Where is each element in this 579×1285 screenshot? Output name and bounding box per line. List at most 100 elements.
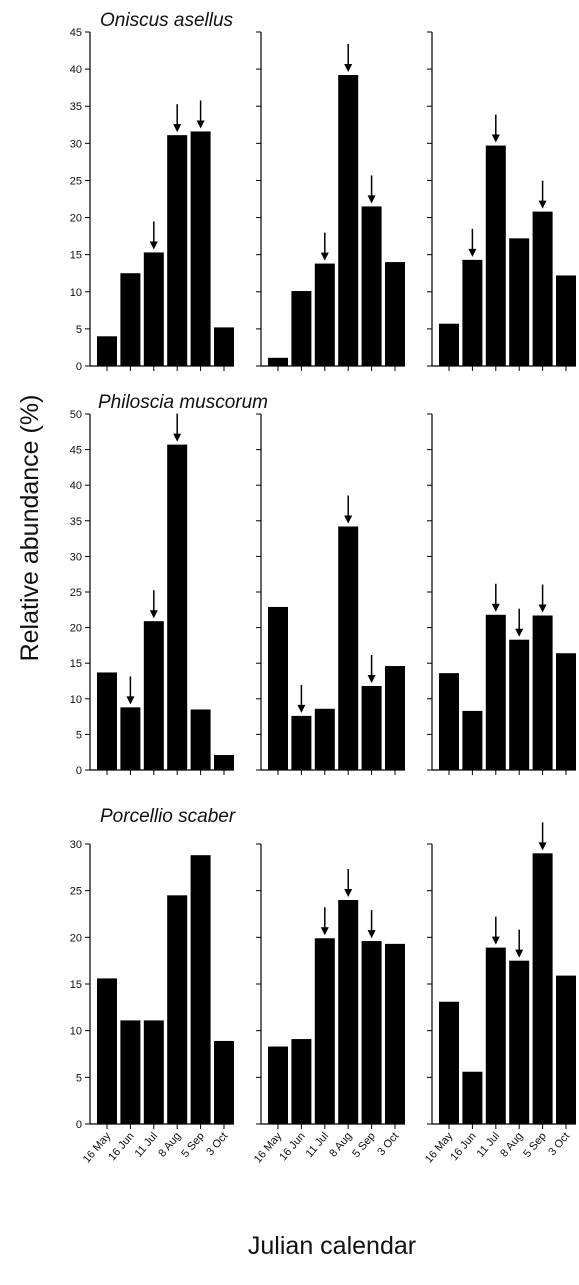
bar	[314, 938, 335, 1124]
panel-r1-c0: 0 5 10 15 20 25 30 35 40 45 50	[70, 409, 234, 777]
arrow-head	[367, 674, 376, 683]
bar	[439, 673, 459, 770]
y-tick-label: 35	[70, 516, 82, 528]
y-tick-label: 40	[70, 480, 82, 492]
panel-r1-c2	[427, 413, 576, 775]
bar	[532, 211, 553, 366]
bar	[314, 708, 335, 770]
y-tick-label: 35	[70, 101, 82, 113]
arrow-head	[344, 515, 353, 524]
x-tick-label: 8 Aug	[498, 1130, 525, 1159]
bar	[97, 336, 117, 366]
bar	[291, 291, 312, 366]
bar	[338, 526, 359, 770]
bar	[214, 755, 234, 770]
bar	[214, 1040, 234, 1124]
bar	[556, 653, 576, 770]
bar	[97, 978, 117, 1124]
y-tick-label: 5	[76, 1072, 82, 1084]
bar	[167, 895, 188, 1124]
panel-r0-c2	[427, 31, 576, 371]
bar	[314, 263, 335, 366]
y-tick-label: 0	[76, 361, 82, 373]
x-tick-label: 11 Jul	[304, 1130, 332, 1160]
x-axis-title: Julian calendar	[248, 1232, 416, 1260]
bar	[509, 960, 530, 1124]
bar	[361, 206, 382, 366]
y-tick-label: 0	[76, 765, 82, 777]
species-label-porcellio: Porcellio scaber	[100, 806, 236, 827]
y-tick-label: 5	[76, 729, 82, 741]
arrow-head	[538, 842, 547, 851]
bar	[143, 252, 164, 366]
x-tick-label: 3 Oct	[204, 1130, 230, 1158]
arrow-head	[515, 949, 524, 958]
y-tick-label: 10	[70, 1026, 82, 1038]
bar	[462, 1071, 483, 1124]
y-tick-label: 45	[70, 445, 82, 457]
arrow-head	[320, 927, 329, 936]
arrow-head	[367, 930, 376, 939]
bar	[462, 710, 483, 770]
arrow-head	[344, 64, 353, 73]
bar	[361, 941, 382, 1124]
arrow-head	[538, 604, 547, 613]
y-tick-label: 25	[70, 886, 82, 898]
bar	[485, 145, 506, 366]
y-tick-label: 0	[76, 1119, 82, 1131]
bar	[385, 943, 405, 1124]
y-tick-label: 30	[70, 839, 82, 851]
panel-r0-c0: 0 5 10 15 20 25 30 35 40 45	[70, 27, 234, 373]
x-tick-label: 16 May	[252, 1130, 285, 1166]
y-tick-label: 10	[70, 694, 82, 706]
x-tick-label: 8 Aug	[156, 1130, 183, 1159]
bar	[485, 614, 506, 770]
bar	[268, 357, 288, 366]
arrow-head	[344, 889, 353, 897]
x-tick-label: 3 Oct	[375, 1130, 401, 1158]
bar	[291, 1039, 312, 1124]
x-tick-label: 11 Jul	[133, 1130, 161, 1160]
bar	[190, 131, 211, 366]
y-axis-title: Relative abundance (%)	[16, 395, 44, 662]
arrow-head	[149, 610, 158, 619]
bar	[190, 709, 211, 770]
arrow-head	[297, 704, 306, 713]
bar	[439, 1001, 459, 1124]
bar	[556, 975, 576, 1124]
y-tick-label: 20	[70, 623, 82, 635]
bar	[214, 327, 234, 366]
arrow-head	[173, 433, 182, 442]
y-tick-label: 30	[70, 138, 82, 150]
y-tick-label: 10	[70, 287, 82, 299]
y-tick-label: 30	[70, 551, 82, 563]
bar	[462, 259, 483, 366]
bar	[120, 273, 141, 366]
y-tick-label: 15	[70, 250, 82, 262]
bar	[120, 707, 141, 770]
bar	[338, 75, 359, 366]
y-tick-label: 40	[70, 64, 82, 76]
arrow-head	[491, 936, 500, 945]
bar	[291, 715, 312, 770]
bar	[268, 1046, 288, 1124]
bar	[120, 1020, 141, 1124]
x-tick-label: 16 Jun	[106, 1130, 136, 1163]
bar	[338, 900, 359, 1124]
bar	[385, 666, 405, 770]
x-tick-label: 3 Oct	[546, 1130, 572, 1158]
y-tick-label: 20	[70, 213, 82, 225]
bar	[439, 323, 459, 366]
bar	[532, 615, 553, 770]
x-tick-label: 16 May	[81, 1130, 114, 1166]
y-tick-label: 5	[76, 324, 82, 336]
x-tick-label: 16 Jun	[448, 1130, 478, 1163]
arrow-head	[491, 603, 500, 612]
bar	[385, 262, 405, 366]
bar	[485, 947, 506, 1124]
bar	[361, 685, 382, 770]
arrow-head	[468, 248, 477, 257]
